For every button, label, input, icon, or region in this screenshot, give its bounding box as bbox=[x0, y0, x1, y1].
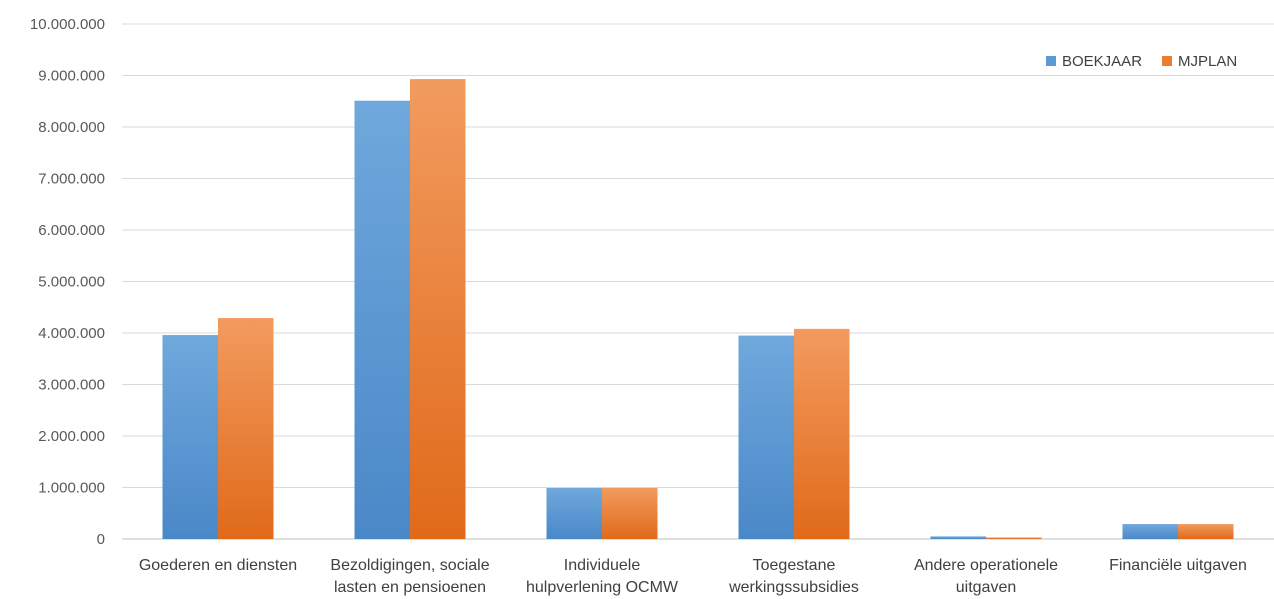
y-tick-label: 8.000.000 bbox=[38, 119, 105, 136]
legend: BOEKJAAR MJPLAN bbox=[1046, 53, 1237, 70]
x-category-label: Bezoldigingen, sociale lasten en pensioen… bbox=[330, 557, 489, 596]
bar-mjplan-1 bbox=[410, 79, 466, 539]
bar-mjplan-3 bbox=[794, 328, 850, 539]
bar-boekjaar-5 bbox=[1122, 524, 1178, 539]
legend-swatch-boekjaar bbox=[1046, 56, 1056, 66]
x-category-label: Andere operationele uitgaven bbox=[914, 557, 1058, 596]
bar-boekjaar-3 bbox=[738, 335, 794, 539]
bar-mjplan-2 bbox=[602, 488, 658, 539]
y-tick-label: 7.000.000 bbox=[38, 171, 105, 188]
y-tick-label: 2.000.000 bbox=[38, 428, 105, 445]
y-tick-label: 4.000.000 bbox=[38, 325, 105, 342]
gridlines bbox=[122, 23, 1274, 540]
bar-boekjaar-0 bbox=[162, 335, 218, 539]
y-tick-label: 10.000.000 bbox=[30, 16, 105, 33]
bar-mjplan-5 bbox=[1178, 524, 1234, 539]
x-axis-categories: Goederen en diensten Bezoldigingen, socia… bbox=[139, 557, 1247, 596]
y-axis-ticks: 0 1.000.000 2.000.000 3.000.000 4.000.000 5.0… bbox=[30, 16, 105, 548]
y-tick-label: 0 bbox=[97, 531, 105, 548]
bar-boekjaar-2 bbox=[546, 488, 602, 539]
x-category-label: Toegestane werkingssubsidies bbox=[728, 557, 859, 596]
bar-mjplan-0 bbox=[218, 318, 274, 539]
x-category-label: Financiële uitgaven bbox=[1109, 557, 1247, 574]
legend-swatch-mjplan bbox=[1162, 56, 1172, 66]
y-tick-label: 5.000.000 bbox=[38, 274, 105, 291]
bars bbox=[162, 79, 1234, 540]
x-category-label: Individuele hulpverlening OCMW bbox=[526, 557, 679, 596]
bar-boekjaar-1 bbox=[354, 100, 410, 540]
x-category-label: Goederen en diensten bbox=[139, 557, 297, 574]
y-tick-label: 6.000.000 bbox=[38, 222, 105, 239]
y-tick-label: 9.000.000 bbox=[38, 68, 105, 85]
legend-label-boekjaar: BOEKJAAR bbox=[1062, 53, 1142, 70]
y-tick-label: 1.000.000 bbox=[38, 480, 105, 497]
bar-boekjaar-4 bbox=[930, 536, 986, 539]
legend-label-mjplan: MJPLAN bbox=[1178, 53, 1237, 70]
bar-mjplan-4 bbox=[986, 537, 1042, 539]
y-tick-label: 3.000.000 bbox=[38, 377, 105, 394]
